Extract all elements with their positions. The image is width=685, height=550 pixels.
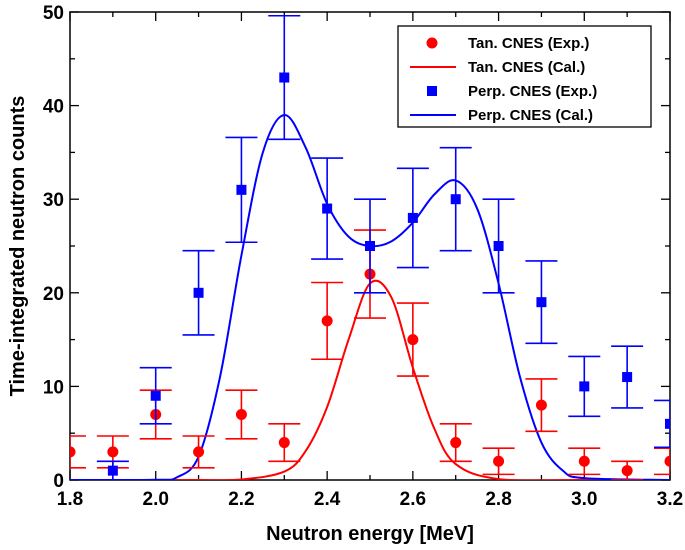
y-tick-label: 50 xyxy=(43,3,64,24)
x-tick-label: 3.0 xyxy=(571,489,597,510)
y-tick-label: 40 xyxy=(43,97,64,118)
data-point xyxy=(365,241,375,251)
data-point xyxy=(279,72,290,83)
x-tick-label: 2.2 xyxy=(228,489,254,510)
legend-marker xyxy=(426,37,438,49)
data-point xyxy=(193,287,204,298)
plot-content xyxy=(70,14,670,480)
tick-labels: 1.8 2.0 2.2 2.4 2.6 2.8 3.0 3.2 0 10 20 30 40 50 xyxy=(43,3,683,510)
data-point xyxy=(493,241,504,251)
data-point xyxy=(321,315,333,327)
data-point xyxy=(664,455,670,467)
data-point xyxy=(107,465,118,476)
data-point xyxy=(278,437,290,449)
legend: Tan. CNES (Exp.) Tan. CNES (Cal.) Perp. CN… xyxy=(397,25,652,128)
data-point xyxy=(579,381,590,392)
data-point xyxy=(578,455,590,467)
data-point xyxy=(450,194,461,205)
data-point xyxy=(193,446,205,458)
data-point xyxy=(407,212,418,223)
y-axis-title: Time-integrated neutron counts xyxy=(7,96,29,397)
data-point xyxy=(493,455,505,467)
data-point xyxy=(621,465,633,477)
data-point xyxy=(322,203,333,214)
y-tick-label: 10 xyxy=(43,377,64,398)
data-point xyxy=(407,334,419,346)
legend-label: Perp. CNES (Cal.) xyxy=(468,107,593,124)
data-point xyxy=(236,184,247,195)
data-point xyxy=(536,297,547,308)
data-point xyxy=(70,446,76,458)
x-tick-label: 1.8 xyxy=(57,489,83,510)
x-tick-label: 2.4 xyxy=(314,489,341,510)
data-point xyxy=(535,399,547,411)
x-tick-label: 3.2 xyxy=(657,489,683,510)
x-axis-title: Neutron energy [MeV] xyxy=(266,523,474,545)
series-line xyxy=(70,279,670,480)
y-tick-label: 0 xyxy=(53,471,64,492)
y-tick-label: 20 xyxy=(43,284,64,305)
data-point xyxy=(107,446,119,458)
x-tick-label: 2.0 xyxy=(143,489,169,510)
legend-box xyxy=(397,25,652,128)
data-point xyxy=(622,372,633,383)
data-point xyxy=(150,390,161,401)
legend-label: Tan. CNES (Cal.) xyxy=(468,59,585,76)
legend-label: Tan. CNES (Exp.) xyxy=(468,35,589,52)
legend-label: Perp. CNES (Exp.) xyxy=(468,83,597,100)
y-tick-label: 30 xyxy=(43,190,64,211)
x-tick-label: 2.8 xyxy=(485,489,511,510)
legend-marker xyxy=(427,86,437,96)
x-tick-label: 2.6 xyxy=(400,489,426,510)
data-point xyxy=(235,408,247,420)
data-point xyxy=(665,418,670,429)
data-point xyxy=(450,437,462,449)
axis-ticks xyxy=(69,11,671,481)
